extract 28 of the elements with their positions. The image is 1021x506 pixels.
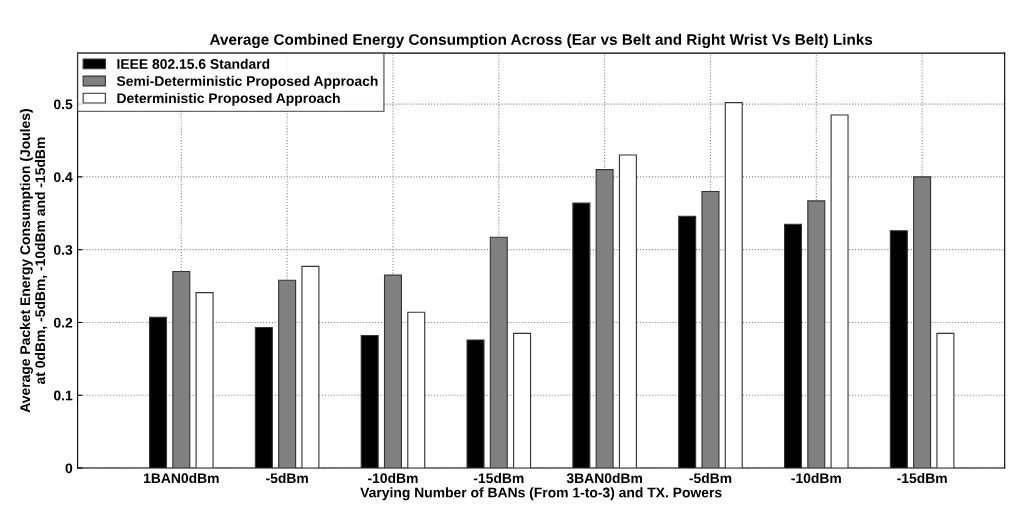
y-tick-label: 0.1 xyxy=(53,390,73,401)
bar xyxy=(195,292,214,469)
bar xyxy=(407,311,426,469)
legend-label: Deterministic Proposed Approach xyxy=(117,92,340,106)
legend-label: Semi-Deterministic Proposed Approach xyxy=(116,75,378,89)
y-axis-title: Average Packet Energy Consumption (Joules) at 0dBm, -5dBm, -10dBm and -15dBm xyxy=(19,109,48,413)
y-tick-label: 0 xyxy=(65,463,73,474)
y-tick-label: 0.2 xyxy=(53,317,73,328)
bar xyxy=(513,332,532,469)
x-tick-label: 1BAN0dBm xyxy=(143,472,219,484)
x-tick-label: -10dBm xyxy=(791,472,841,484)
bar xyxy=(830,114,849,469)
x-tick-label: -5dBm xyxy=(266,472,308,484)
bar xyxy=(936,332,955,469)
chart-title: Average Combined Energy Consumption Across (Ear vs Belt and Right Wrist Vs Belt) Links xyxy=(209,33,873,49)
bar xyxy=(724,102,743,469)
bar xyxy=(301,265,320,469)
x-tick-label: -15dBm xyxy=(897,472,947,484)
x-tick-label: -15dBm xyxy=(473,472,524,484)
y-tick-label: 0.4 xyxy=(53,172,73,183)
legend-label: IEEE 802.15.6 Standard xyxy=(117,58,270,69)
x-tick-label: -10dBm xyxy=(368,472,418,484)
x-tick-label: -5dBm xyxy=(689,472,732,484)
bar xyxy=(618,154,637,469)
x-tick-label: 3BAN0dBm xyxy=(566,472,642,484)
y-tick-label: 0.5 xyxy=(53,99,73,110)
y-tick-label: 0.3 xyxy=(53,245,73,255)
x-axis-title: Varying Number of BANs (From 1-to-3) and TX. Powers xyxy=(360,487,722,501)
